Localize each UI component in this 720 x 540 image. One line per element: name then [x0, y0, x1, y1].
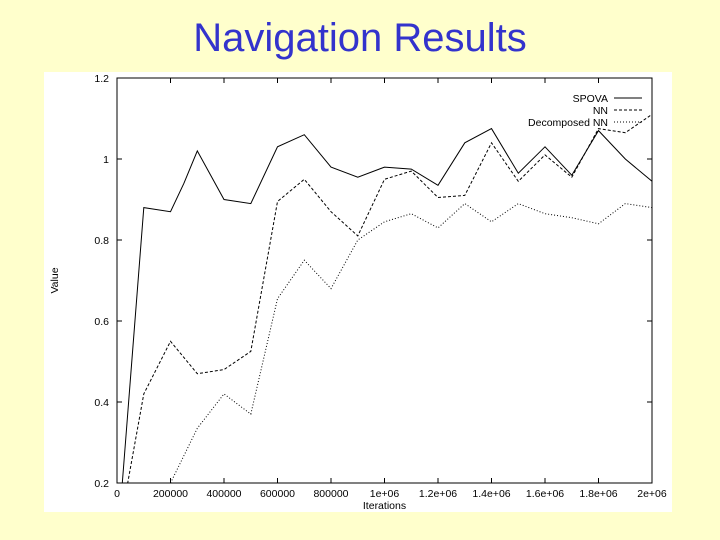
x-tick-label: 1e+06: [370, 488, 400, 500]
x-tick-label: 400000: [206, 488, 241, 500]
y-tick-label: 0.4: [94, 397, 109, 409]
y-tick-label: 0.2: [94, 478, 109, 490]
series-line-spova: [117, 127, 653, 484]
series-line-decomposed-nn: [170, 202, 653, 484]
x-tick-label: 800000: [313, 488, 348, 500]
y-axis-label: Value: [49, 267, 61, 293]
slide-title: Navigation Results: [193, 16, 527, 60]
series-layer: [117, 113, 653, 484]
legend-label: NN: [593, 105, 608, 117]
y-axis-ticks: 0.2 0.4 0.6 0.8 1 1.2: [94, 73, 652, 490]
x-tick-label: 1.8e+06: [579, 488, 617, 500]
y-tick-label: 1: [103, 154, 109, 166]
chart-panel: 0 200000 400000 600000 800000 1e+06 1.2e+06 1.4…: [44, 72, 672, 512]
x-axis-label: Iterations: [363, 500, 406, 512]
x-tick-label: 1.2e+06: [419, 488, 457, 500]
legend-label: Decomposed NN: [528, 117, 608, 129]
x-tick-label: 200000: [153, 488, 188, 500]
x-axis-ticks: 0 200000 400000 600000 800000 1e+06 1.2e+06 1.4…: [114, 78, 667, 500]
plot-frame: [116, 77, 653, 484]
y-tick-label: 0.8: [94, 235, 109, 247]
legend-label: SPOVA: [573, 93, 608, 105]
x-tick-label: 1.6e+06: [526, 488, 564, 500]
line-chart: 0 200000 400000 600000 800000 1e+06 1.2e+06 1.4…: [49, 73, 667, 512]
series-line-nn: [117, 113, 653, 484]
y-tick-label: 0.6: [94, 316, 109, 328]
x-tick-label: 2e+06: [637, 488, 667, 500]
x-tick-label: 1.4e+06: [472, 488, 510, 500]
y-tick-label: 1.2: [94, 73, 109, 85]
x-tick-label: 0: [114, 488, 120, 500]
x-tick-label: 600000: [260, 488, 295, 500]
